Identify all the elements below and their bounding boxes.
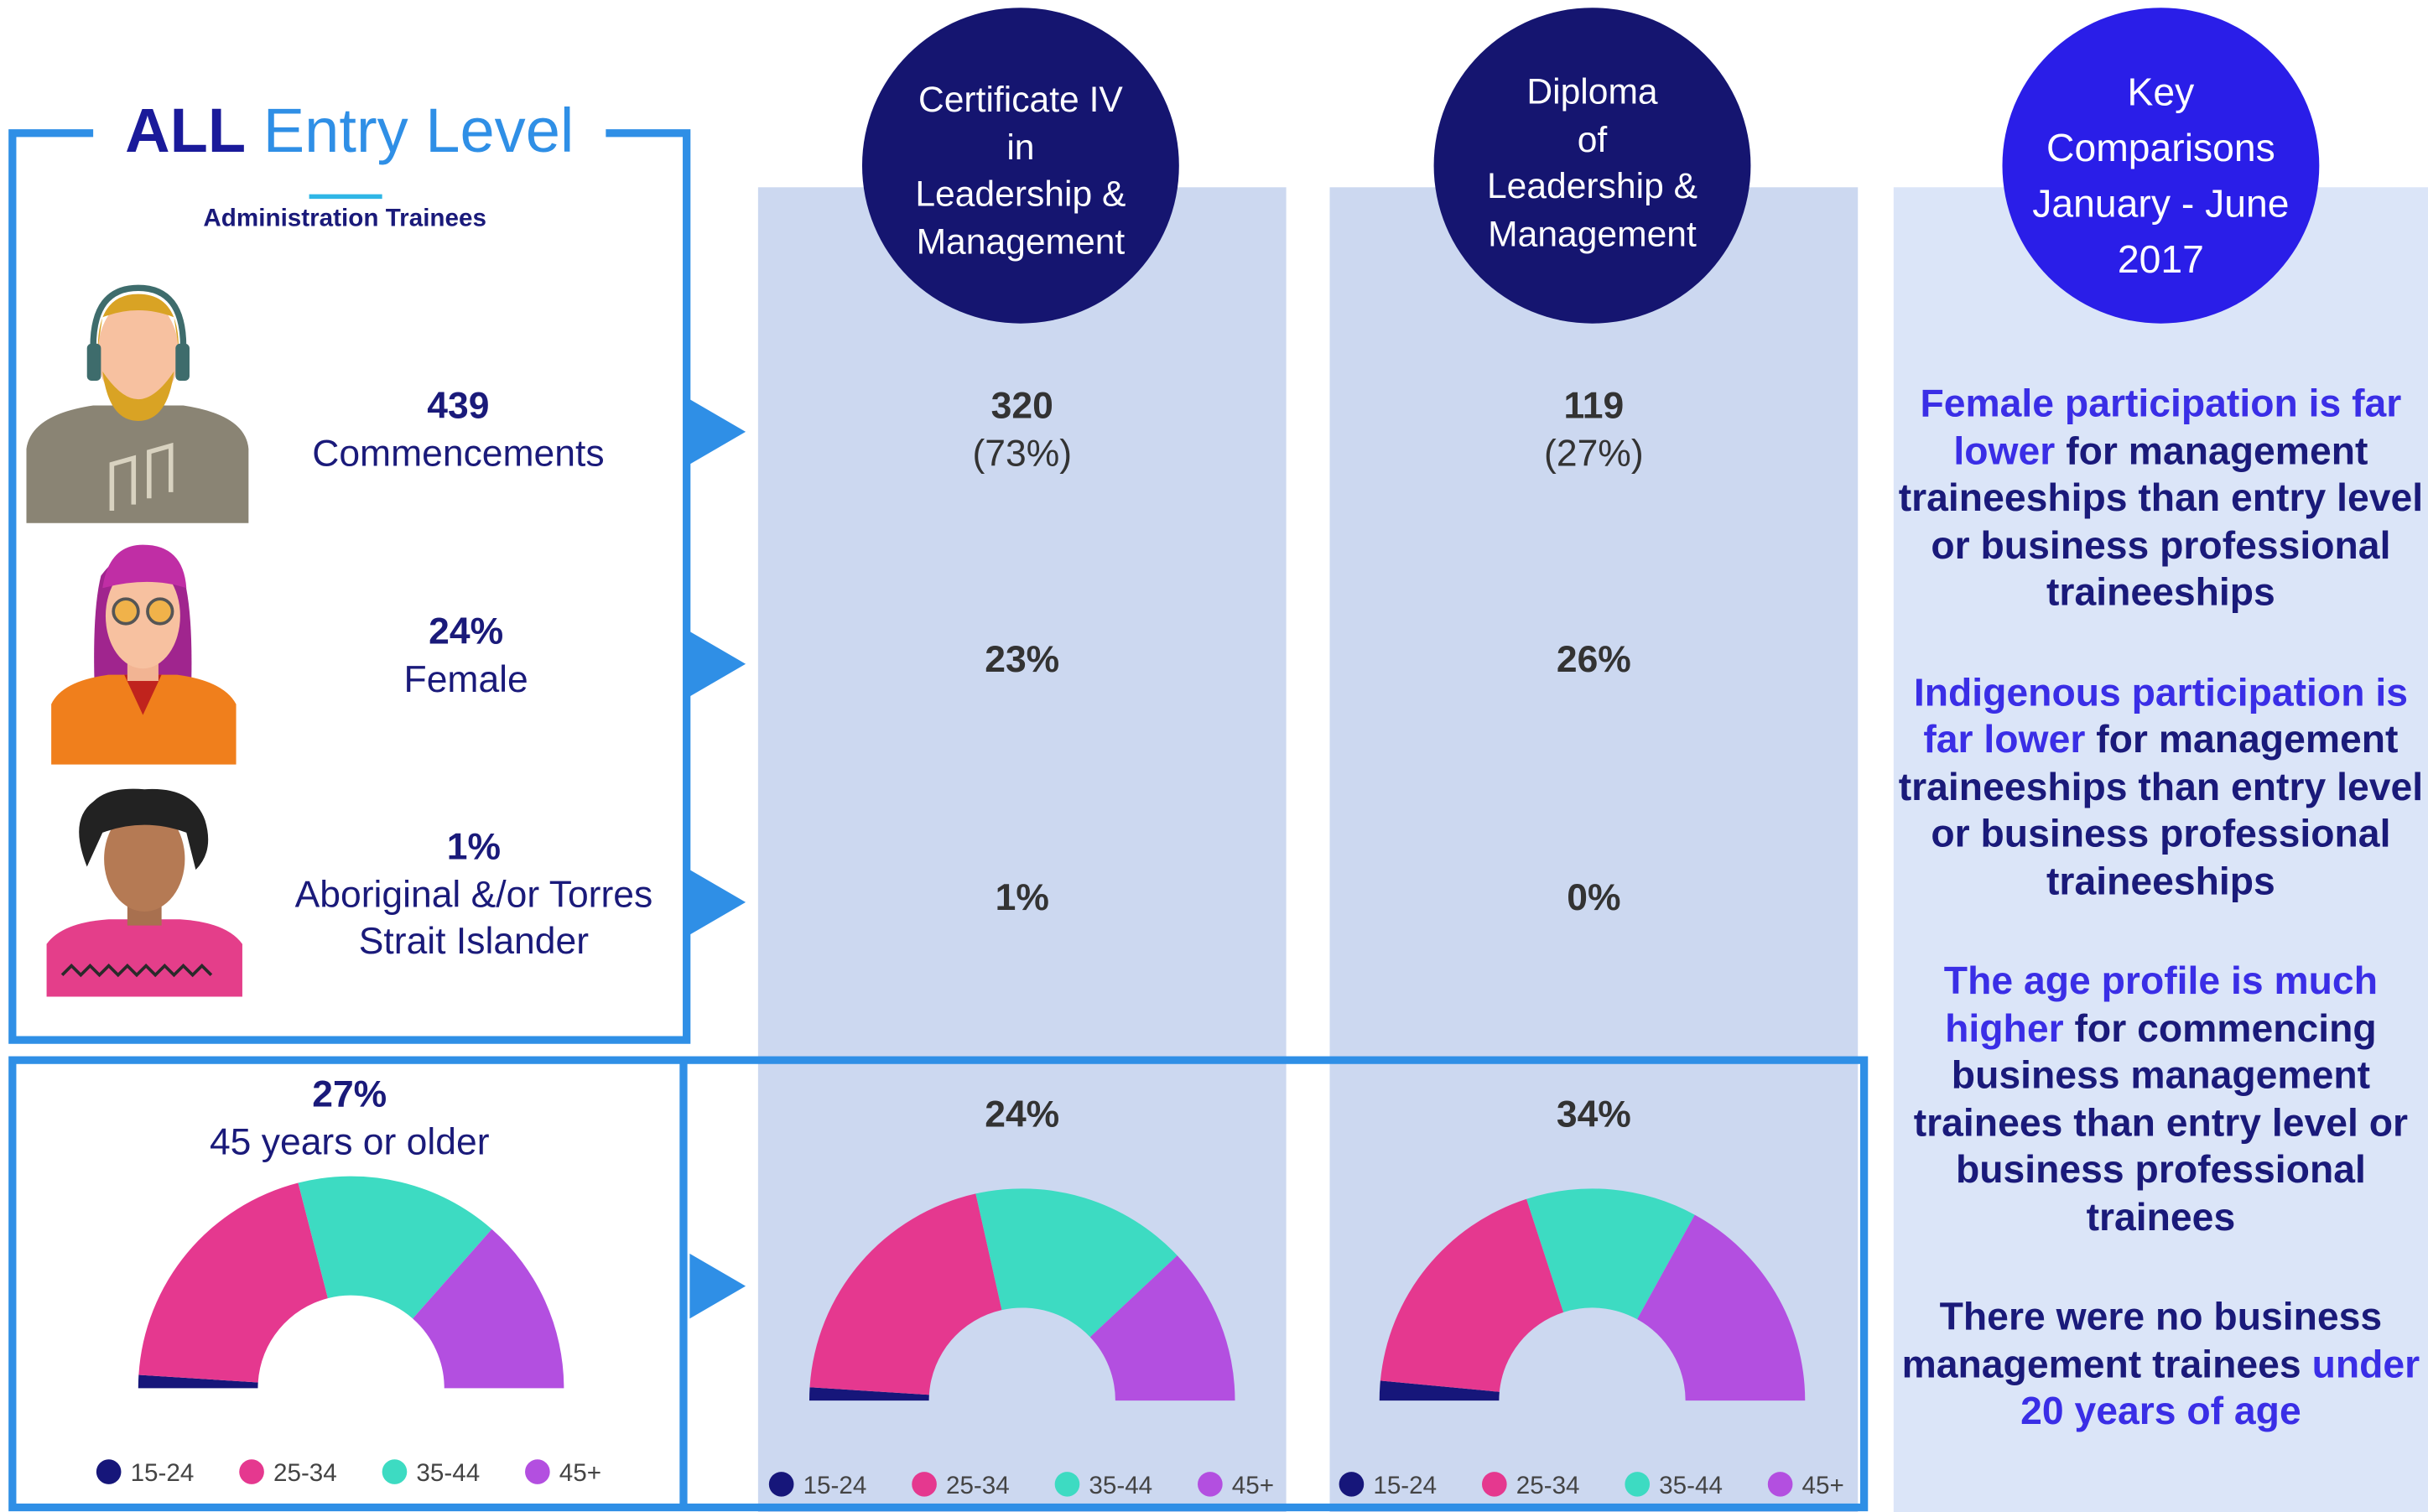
infographic: ALL Entry Level Administration Trainees … (0, 0, 2428, 1512)
donut-segment (809, 1193, 1001, 1395)
legend-label: 35-44 (1089, 1472, 1152, 1499)
legend-label: 25-34 (946, 1472, 1010, 1499)
legend-label: 15-24 (1373, 1472, 1437, 1499)
legend-label: 25-34 (1516, 1472, 1580, 1499)
legend-label: 45+ (559, 1459, 601, 1487)
page: { "header": {"title_bold": "ALL", "title… (0, 0, 2428, 1512)
legend-label: 45+ (1802, 1472, 1844, 1499)
legend-label: 15-24 (131, 1459, 195, 1487)
legend-swatch (1768, 1472, 1793, 1497)
legend-swatch (525, 1459, 550, 1484)
legend-swatch (1198, 1472, 1223, 1497)
legend-label: 15-24 (803, 1472, 867, 1499)
legend-swatch (96, 1459, 122, 1484)
legend-label: 45+ (1232, 1472, 1274, 1499)
legend-swatch (239, 1459, 264, 1484)
legend-swatch (912, 1472, 937, 1497)
legend-swatch (1625, 1472, 1650, 1497)
legend-swatch (382, 1459, 408, 1484)
legend-label: 35-44 (1659, 1472, 1723, 1499)
legend-swatch (1482, 1472, 1507, 1497)
legend-label: 35-44 (416, 1459, 480, 1487)
legend-swatch (1339, 1472, 1365, 1497)
donut-segment (138, 1183, 328, 1383)
charts: 15-24 25-34 35-44 45+ 15-24 25-34 35-44 45+ 15-2… (0, 0, 2428, 1512)
legend-swatch (769, 1472, 794, 1497)
legend-label: 25-34 (273, 1459, 337, 1487)
legend-swatch (1055, 1472, 1080, 1497)
